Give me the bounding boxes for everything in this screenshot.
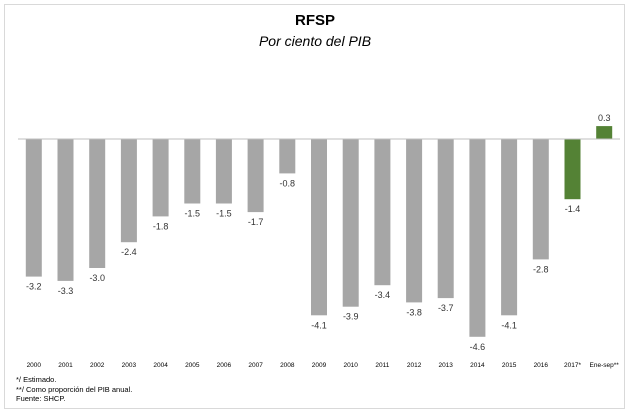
note-proportion: **/ Como proporción del PIB anual. [16, 384, 133, 394]
bar-2017* [564, 139, 581, 200]
x-tick-label: 2000 [27, 362, 42, 369]
x-tick-label: 2017* [564, 362, 581, 369]
x-tick-label: 2008 [280, 362, 295, 369]
data-label-2003: -2.4 [121, 247, 137, 257]
data-label-2000: -3.2 [26, 282, 42, 292]
x-tick-label: 2010 [343, 362, 358, 369]
bar-2015 [501, 139, 518, 316]
bar-2006 [215, 139, 232, 204]
x-tick-label: 2009 [312, 362, 327, 369]
bar-2005 [184, 139, 201, 204]
bar-2011 [374, 139, 391, 286]
x-tick-label: 2016 [534, 362, 549, 369]
data-label-2013: -3.7 [438, 303, 454, 313]
x-tick-label: 2013 [438, 362, 453, 369]
x-tick-label: Ene-sep** [590, 362, 620, 369]
x-tick-label: 2011 [375, 362, 389, 369]
data-label-2012: -3.8 [406, 307, 422, 317]
bar-2013 [437, 139, 454, 299]
data-label-2004: -1.8 [153, 221, 169, 231]
data-label-2014: -4.6 [470, 342, 486, 352]
data-label-2002: -3.0 [89, 273, 105, 283]
data-label-2010: -3.9 [343, 312, 359, 322]
chart-frame [4, 4, 625, 409]
chart-subtitle: Por ciento del PIB [258, 33, 372, 49]
data-label-2005: -1.5 [185, 209, 201, 219]
data-label-2011: -3.4 [375, 290, 391, 300]
x-tick-label: 2006 [217, 362, 232, 369]
bar-2001 [57, 139, 74, 281]
bar-2007 [247, 139, 264, 213]
data-label-2009: -4.1 [311, 320, 327, 330]
chart-title: RFSP [294, 12, 335, 29]
x-tick-label: 2003 [122, 362, 137, 369]
bar-2004 [152, 139, 169, 217]
note-source: Fuente: SHCP. [16, 394, 66, 403]
bar-2002 [89, 139, 106, 268]
data-label-2017*: -1.4 [565, 204, 581, 214]
bar-2014 [469, 139, 486, 337]
data-label-2008: -0.8 [280, 178, 296, 188]
x-tick-label: 2015 [502, 362, 517, 369]
bar-2010 [342, 139, 359, 307]
bar-2012 [406, 139, 423, 303]
x-tick-label: 2014 [470, 362, 485, 369]
x-tick-label: 2001 [58, 362, 73, 369]
bar-Ene-sep** [596, 126, 613, 139]
bar-2008 [279, 139, 296, 174]
note-estimated: */ Estimado. [16, 375, 57, 384]
chart-notes: */ Estimado. **/ Como proporción del PIB… [16, 375, 132, 404]
x-tick-label: 2002 [90, 362, 105, 369]
data-label-Ene-sep**: 0.3 [598, 113, 611, 123]
data-label-2006: -1.5 [216, 209, 232, 219]
x-tick-label: 2004 [153, 362, 168, 369]
x-tick-label: 2005 [185, 362, 200, 369]
bar-2009 [311, 139, 327, 316]
bar-2016 [532, 139, 549, 260]
x-tick-label: 2007 [248, 362, 263, 369]
data-label-2007: -1.7 [248, 217, 264, 227]
data-label-2015: -4.1 [501, 320, 517, 330]
data-label-2016: -2.8 [533, 264, 549, 274]
bar-2000 [25, 139, 42, 277]
bar-2003 [120, 139, 137, 243]
x-tick-label: 2012 [407, 362, 422, 369]
data-label-2001: -3.3 [58, 286, 74, 296]
